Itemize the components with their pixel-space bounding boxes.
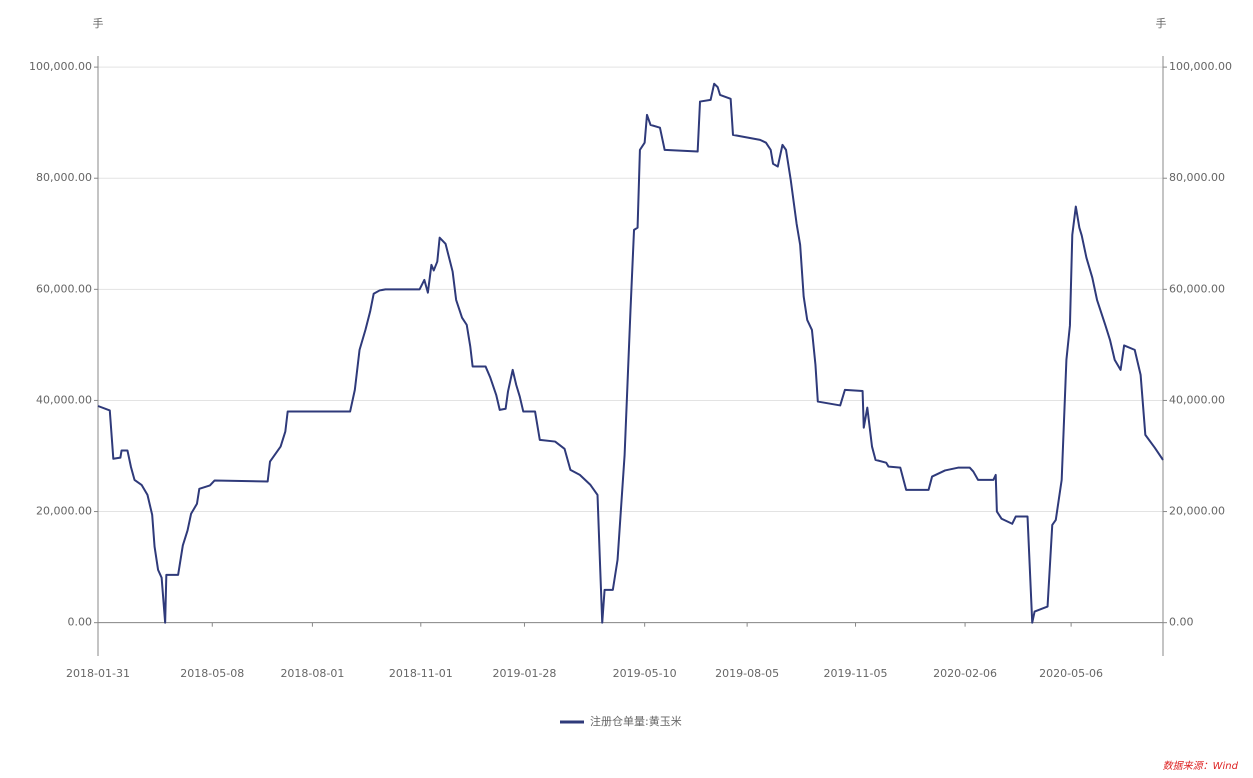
y-tick-label: 40,000.00: [36, 393, 92, 406]
y2-unit: 手: [1156, 16, 1167, 30]
y-tick-label: 0.00: [68, 616, 93, 629]
x-tick-label: 2019-05-10: [613, 667, 677, 680]
y2-tick-label: 100,000.00: [1169, 60, 1232, 73]
y-tick-label: 100,000.00: [29, 60, 92, 73]
data-line: [97, 82, 1164, 624]
y-tick-label: 60,000.00: [36, 282, 92, 295]
y-tick-label: 80,000.00: [36, 171, 92, 184]
x-tick-label: 2020-05-06: [1039, 667, 1103, 680]
y2-tick-label: 40,000.00: [1169, 393, 1225, 406]
x-tick-label: 2020-02-06: [933, 667, 997, 680]
x-tick-label: 2019-11-05: [824, 667, 888, 680]
y2-tick-label: 80,000.00: [1169, 171, 1225, 184]
y-unit: 手: [93, 16, 104, 30]
x-tick-label: 2018-08-01: [280, 667, 344, 680]
x-tick-label: 2018-11-01: [389, 667, 453, 680]
x-tick-label: 2019-01-28: [493, 667, 557, 680]
y2-tick-label: 20,000.00: [1169, 505, 1225, 518]
x-tick-label: 2018-01-31: [66, 667, 130, 680]
source-note: 数据来源：Wind: [1163, 760, 1239, 772]
legend-label: 注册仓单量:黄玉米: [590, 714, 682, 728]
y2-tick-label: 60,000.00: [1169, 282, 1225, 295]
y2-tick-label: 0.00: [1169, 616, 1194, 629]
x-tick-label: 2018-05-08: [180, 667, 244, 680]
x-tick-label: 2019-08-05: [715, 667, 779, 680]
y-tick-label: 20,000.00: [36, 505, 92, 518]
